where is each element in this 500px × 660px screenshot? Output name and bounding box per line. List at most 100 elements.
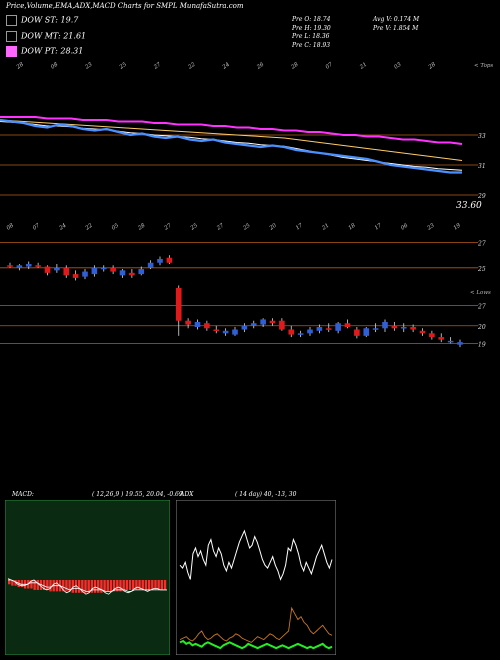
candle-date-tick: 25 [242,222,252,232]
page-title: Price,Volume,EMA,ADX,MACD Charts for SMP… [6,2,244,10]
candle-body [429,333,435,338]
macd-histogram-bar [125,580,129,590]
candle-body [354,329,360,336]
macd-histogram-bar [74,580,78,593]
candle-body [213,329,220,332]
macd-histogram-bar [119,580,122,592]
tops-label: < Tops [474,63,493,69]
macd-histogram-bar [138,580,141,590]
candle-date-tick: 07 [32,222,42,231]
macd-histogram-bar [154,580,157,590]
macd-histogram-bar [97,580,100,593]
lows-label: < Lows [470,290,491,296]
legend-label: DOW MT: 21.61 [21,31,87,41]
candle-date-tick: 18 [348,222,358,231]
adx-label: ADX [180,491,194,498]
candle-body [269,320,276,324]
macd-params: ( 12,26,9 ) 19.55, 20.04, -0.69 [92,491,183,498]
macd-histogram-bar [65,580,68,592]
candle-body [147,262,154,268]
legend-swatch [6,15,17,26]
candle-body [288,329,295,335]
candle-body [400,327,407,329]
quote-volume: Avg V: 0.174 M Pre V: 1.854 M [373,16,419,33]
date-tick-label: 26 [255,61,265,71]
candle-body [194,321,201,328]
series-line-2 [0,119,463,161]
series-line-3 [0,121,463,171]
chart-title: Price,Volume,EMA,ADX,MACD Charts for SMP… [6,2,178,10]
candle-body [100,267,107,270]
macd-histogram-bar [46,580,49,590]
adx-chart [176,500,336,655]
macd-histogram-bar [84,580,87,593]
candle-body [335,323,341,331]
candle-date-tick: 25 [189,222,199,232]
candle-body [325,328,332,330]
legend-label: DOW ST: 19.7 [21,15,79,25]
legend-swatch [6,46,17,57]
macd-histogram-bar [122,580,125,592]
candle-date-tick: 05 [111,222,121,231]
macd-histogram-bar [135,580,138,590]
legend-swatch [6,31,17,42]
last-value-label: 33.60 [456,201,482,211]
macd-histogram-bar [160,580,164,590]
candle-body [457,342,463,345]
candle-body [119,270,126,276]
candle-date-tick: 21 [320,223,330,233]
adx-background [176,500,336,655]
candle-price-label: 27 [477,304,486,311]
quote-prev-open: Pre O: 18.74 [292,16,331,23]
candle-body [110,267,116,272]
series-line-1 [0,116,463,145]
candle-body [419,330,426,334]
candle-body [232,329,238,335]
candle-body [250,323,257,326]
macd-histogram-bar [163,580,167,590]
candle-body [316,327,323,331]
candle-date-tick: 17 [295,222,305,231]
candle-body [166,257,173,263]
candle-body [35,265,41,267]
macd-histogram-bar [147,580,151,590]
candle-body [91,267,98,275]
date-tick-label: 03 [393,61,403,70]
macd-histogram-bar [71,580,74,593]
candle-body [279,320,285,330]
macd-histogram-bar [42,580,46,590]
candle-body [260,319,266,325]
quote-prev-values: Pre O: 18.74 Pre H: 19.30 Pre L: 18.36 P… [292,16,331,50]
macd-histogram-bar [103,580,106,592]
macd-histogram-bar [36,580,39,590]
macd-histogram-bar [93,580,97,593]
legend-label: DOW PT: 28.31 [21,46,84,56]
candle-date-tick: 17 [374,222,384,231]
candle-price-label: 20 [477,324,486,331]
candle-date-tick: 28 [136,222,146,232]
macd-histogram-bar [106,580,109,592]
macd-line-1 [8,579,167,592]
macd-histogram-bar [109,580,113,592]
macd-histogram-bar [116,580,119,592]
candle-body [138,269,145,275]
candle-price-label: 25 [477,266,486,273]
candle-body [63,267,70,276]
macd-histogram-bar [81,580,84,593]
legend-item-dow-mt: DOW MT: 21.61 [6,31,86,42]
date-tick-label: 28 [15,61,25,71]
macd-chart [5,500,170,655]
candle-date-tick: 19 [453,222,463,231]
candle-price-label: 27 [477,241,486,248]
date-tick-label: 07 [325,61,335,70]
quote-prev-volume: Pre V: 1.854 M [373,24,419,32]
quote-prev-low: Pre L: 18.36 [292,33,330,40]
candle-date-tick: 20 [268,222,278,232]
macd-histogram-bar [144,580,148,590]
candle-body [447,340,454,343]
macd-histogram-bar [68,580,71,592]
legend-item-dow-pt: DOW PT: 28.31 [6,46,83,57]
series-line-0 [0,118,462,174]
date-tick-label: 24 [221,61,231,71]
macd-background [5,500,170,655]
